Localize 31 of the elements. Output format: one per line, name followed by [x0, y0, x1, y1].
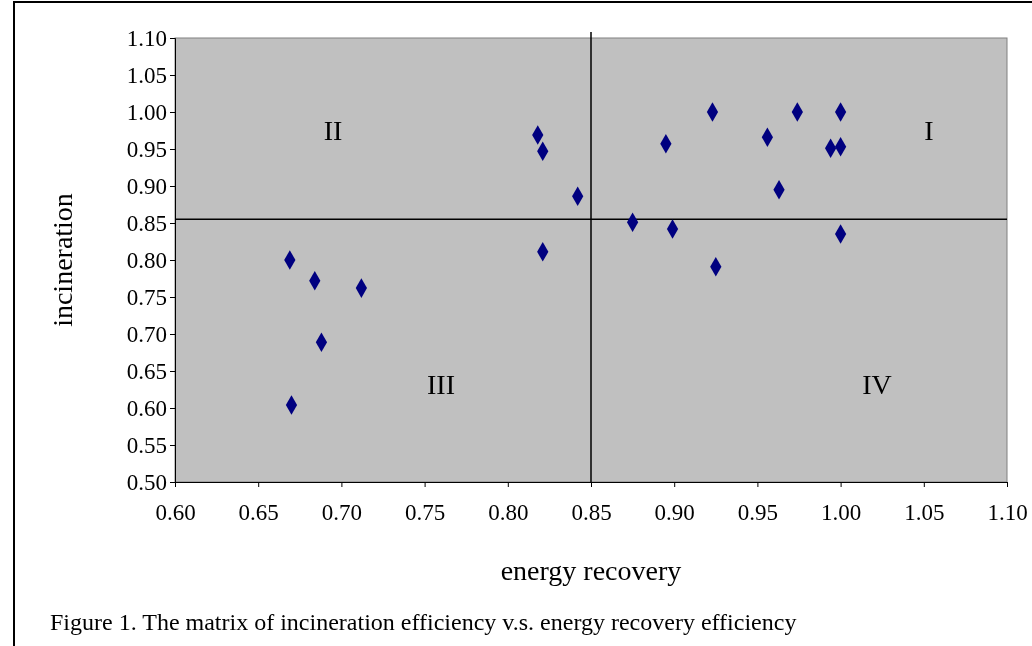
x-axis-title: energy recovery	[500, 555, 682, 586]
y-tick-label: 0.70	[126, 321, 167, 347]
x-tick-label: 0.80	[488, 499, 529, 525]
y-tick-label: 0.65	[126, 358, 167, 384]
annotation: III	[427, 368, 455, 400]
annotation: I	[924, 114, 934, 146]
y-tick-label: 1.00	[126, 99, 167, 125]
x-tick-label: 1.05	[904, 499, 945, 525]
x-tick-label: 0.60	[155, 499, 196, 525]
x-tick-label: 0.95	[737, 499, 779, 525]
x-tick-label: 0.90	[654, 499, 695, 525]
annotation: II	[323, 114, 343, 146]
y-axis-title: incineration	[47, 193, 78, 327]
y-tick-label: 0.90	[126, 173, 167, 199]
x-tick-label: 0.75	[404, 499, 446, 525]
x-tick-label: 1.10	[987, 499, 1028, 525]
y-tick-label: 0.60	[126, 395, 167, 421]
y-tick-label: 0.55	[126, 432, 167, 458]
x-tick-label: 0.70	[321, 499, 363, 525]
y-tick-label: 0.75	[126, 284, 167, 310]
y-tick-label: 0.95	[126, 136, 167, 162]
y-tick-label: 0.85	[126, 210, 167, 236]
annotation: IV	[862, 368, 892, 400]
caption: Figure 1. The matrix of incineration efficiency v.s. energy recovery efficiency	[50, 609, 797, 635]
y-tick-label: 0.80	[126, 247, 167, 273]
y-tick-label: 0.50	[126, 469, 167, 495]
x-tick-label: 1.00	[820, 499, 862, 525]
y-tick-label: 1.05	[126, 62, 167, 88]
x-tick-label: 0.85	[571, 499, 612, 525]
x-tick-label: 0.65	[238, 499, 279, 525]
y-tick-label: 1.10	[126, 25, 167, 51]
